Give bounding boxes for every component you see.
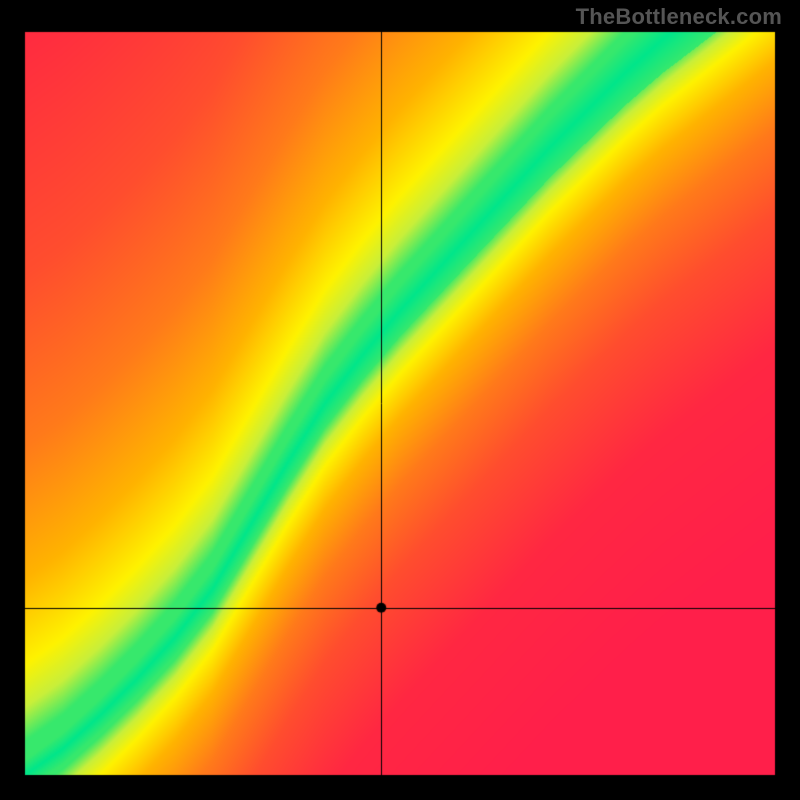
bottleneck-heatmap: [0, 0, 800, 800]
watermark-text: TheBottleneck.com: [576, 4, 782, 30]
root: TheBottleneck.com: [0, 0, 800, 800]
